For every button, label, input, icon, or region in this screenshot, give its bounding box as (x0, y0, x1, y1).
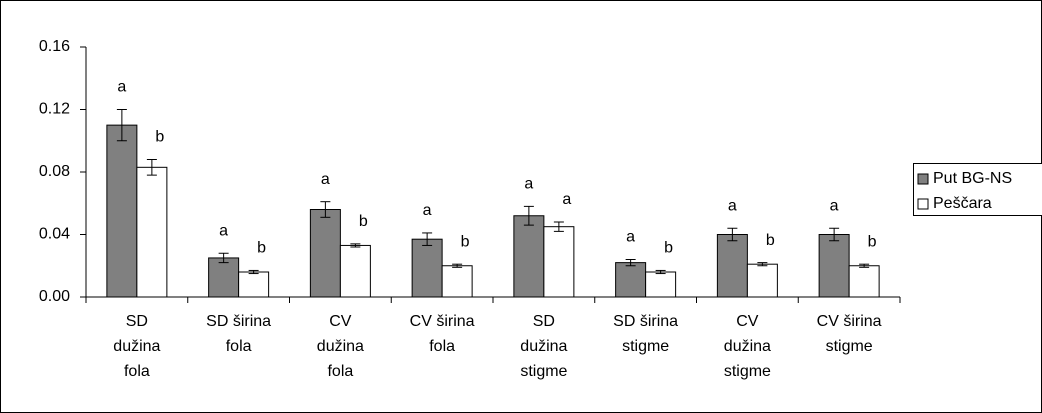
y-tick-label: 0.04 (39, 226, 70, 243)
bar (238, 271, 270, 298)
significance-letter: b (461, 233, 470, 250)
significance-letter: a (830, 197, 839, 214)
significance-letter: b (664, 240, 673, 257)
x-tick-label: CV širina stigme (817, 313, 882, 355)
bar (543, 226, 575, 298)
x-tick-label: SD širina stigme (613, 313, 678, 355)
significance-letter: a (562, 191, 571, 208)
legend-label: Put BG-NS (933, 170, 1012, 187)
bar (818, 234, 850, 298)
y-tick-label: 0.08 (39, 163, 70, 180)
significance-letter: b (766, 232, 775, 249)
legend-box (913, 163, 1042, 216)
significance-letter: b (257, 240, 266, 257)
y-tick-label: 0.16 (39, 38, 70, 55)
significance-letter: b (868, 233, 877, 250)
legend-label: Peščara (933, 195, 992, 212)
x-tick-label: CV dužina stigme (724, 313, 771, 380)
significance-letter: a (626, 229, 635, 246)
bar (208, 257, 240, 298)
legend-swatch (917, 173, 929, 185)
significance-letter: a (321, 171, 330, 188)
significance-letter: b (155, 129, 164, 146)
bar (645, 271, 677, 298)
bar (411, 238, 443, 298)
y-tick-label: 0.12 (39, 101, 70, 118)
bar (513, 215, 545, 298)
bar (716, 234, 748, 298)
significance-letter: a (728, 197, 737, 214)
bar (848, 265, 880, 298)
x-tick-label: SD dužina stigme (520, 313, 567, 380)
significance-letter: b (359, 213, 368, 230)
significance-letter: a (524, 176, 533, 193)
y-tick-label: 0.00 (39, 288, 70, 305)
bar (106, 124, 138, 298)
bar (339, 244, 371, 298)
x-tick-label: CV širina fola (410, 313, 475, 355)
bar (441, 265, 473, 298)
significance-letter: a (117, 79, 126, 96)
bar (746, 263, 778, 298)
significance-letter: a (219, 222, 228, 239)
x-tick-label: SD dužina fola (113, 313, 160, 380)
significance-letter: a (423, 202, 432, 219)
bar (309, 209, 341, 298)
x-tick-label: SD širina fola (206, 313, 271, 355)
legend-swatch (917, 198, 929, 210)
x-tick-label: CV dužina fola (317, 313, 364, 380)
bar (615, 262, 647, 298)
bar (136, 166, 168, 298)
